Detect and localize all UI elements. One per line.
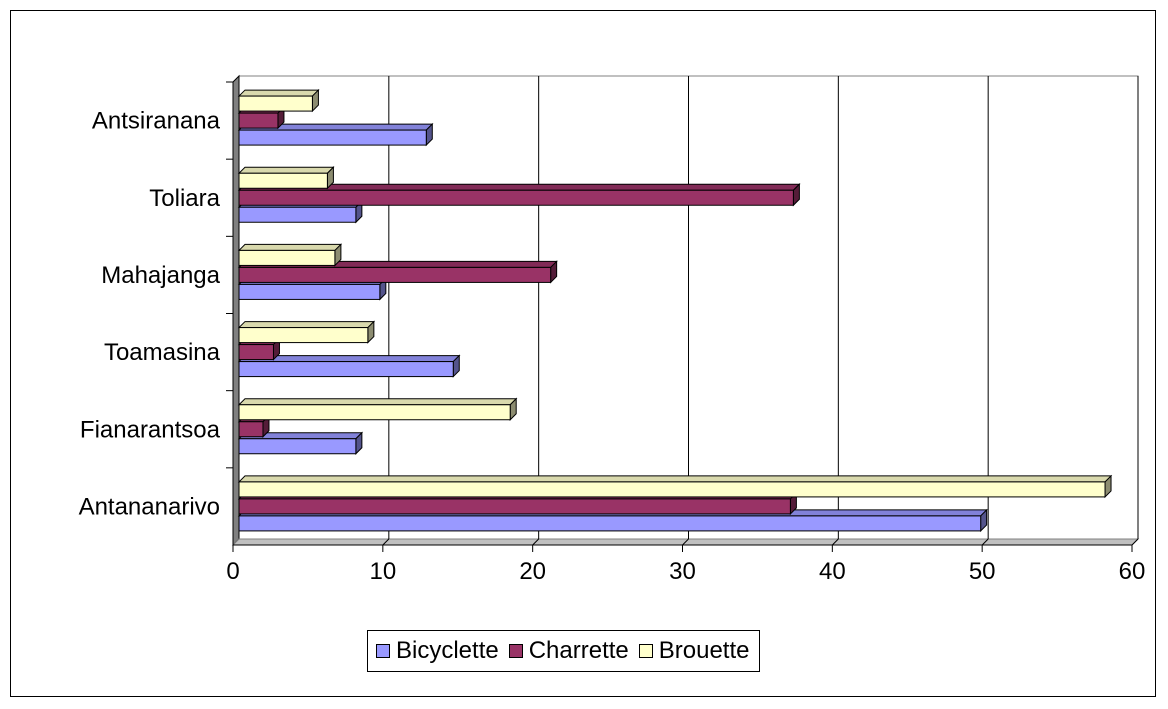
bar-bicyclette	[238, 361, 454, 378]
bar-brouette	[238, 481, 1106, 498]
x-tick-label: 40	[819, 558, 846, 585]
bar-top-brouette	[237, 398, 518, 406]
legend-item-charrette: Charrette	[508, 637, 629, 665]
bar-bicyclette	[238, 438, 357, 455]
x-tick-label: 50	[969, 558, 996, 585]
legend-swatch-brouette	[638, 644, 653, 658]
bar-brouette	[238, 327, 369, 344]
x-tick-label: 60	[1119, 558, 1146, 585]
bar-charrette	[238, 498, 791, 515]
bar-top-brouette	[237, 89, 320, 97]
bar-top-brouette	[237, 243, 343, 251]
plot-side-wall	[232, 74, 240, 547]
bar-bicyclette	[238, 283, 381, 300]
bar-charrette	[238, 266, 552, 283]
legend-swatch-charrette	[508, 644, 523, 658]
x-gridline-floor	[382, 538, 390, 546]
x-tick-label: 20	[519, 558, 546, 585]
bar-charrette	[238, 344, 274, 361]
x-gridline-floor	[682, 538, 689, 546]
x-gridline-floor	[532, 538, 540, 546]
bar-top-brouette	[237, 321, 376, 329]
legend-swatch-bicyclette	[376, 644, 390, 658]
y-tick-label: Antsiranana	[92, 108, 221, 135]
x-gridline-floor	[981, 538, 989, 546]
legend-item-brouette: Brouette	[638, 637, 750, 665]
bar-charrette	[238, 112, 279, 129]
y-tick-label: Fianarantsoa	[80, 416, 221, 443]
bar-bicyclette	[238, 129, 427, 146]
bar-brouette	[238, 404, 511, 421]
legend-label-bicyclette: Bicyclette	[396, 637, 499, 664]
bar-charrette	[238, 421, 264, 438]
bar-brouette	[238, 249, 336, 266]
x-tick-label: 0	[226, 558, 239, 585]
bar-brouette	[238, 172, 328, 189]
y-tick-label: Antananarivo	[79, 493, 220, 520]
bar-top-brouette	[237, 475, 1113, 483]
bar-bicyclette	[238, 206, 357, 223]
x-gridline-floor	[831, 538, 839, 546]
x-tick-label: 30	[669, 558, 696, 585]
legend-label-charrette: Charrette	[528, 637, 629, 664]
x-tick-label: 10	[369, 558, 396, 585]
bar-brouette	[238, 95, 313, 112]
legend-label-brouette: Brouette	[658, 637, 750, 664]
y-tick-label: Mahajanga	[101, 262, 220, 289]
bar-charrette	[238, 189, 794, 206]
bar-bicyclette	[238, 515, 982, 532]
legend: Bicyclette Charrette Brouette	[367, 630, 761, 672]
legend-item-bicyclette: Bicyclette	[376, 637, 499, 665]
y-tick-label: Toamasina	[104, 339, 221, 366]
bar-top-brouette	[237, 166, 335, 174]
x-gridline-floor	[1131, 538, 1139, 546]
y-tick-label: Toliara	[149, 185, 220, 212]
